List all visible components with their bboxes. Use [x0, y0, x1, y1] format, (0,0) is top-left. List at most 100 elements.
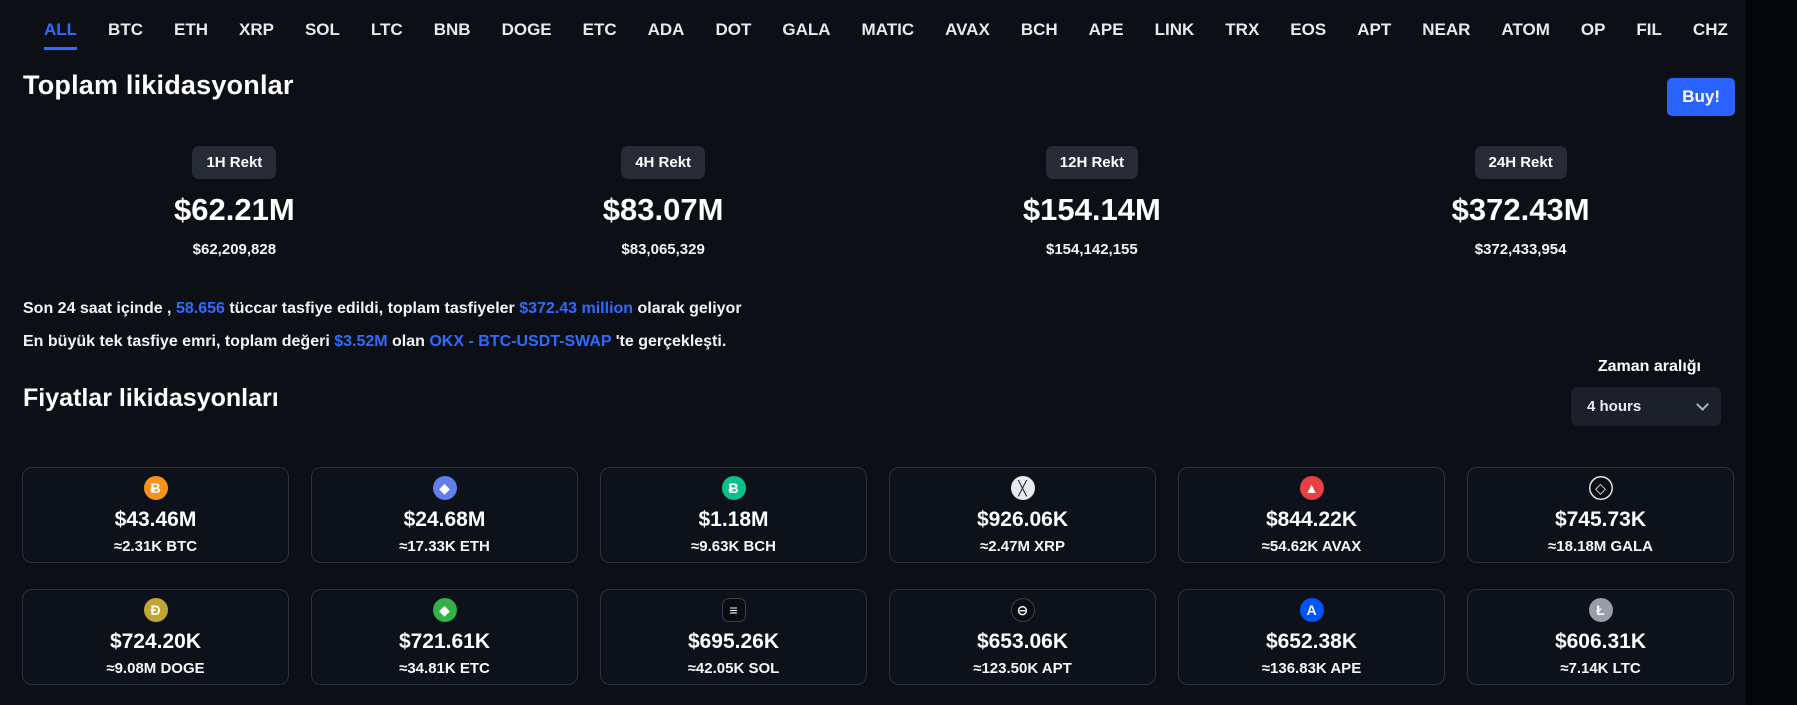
- total-liquidation-column: 12H Rekt $154.14M $154,142,155: [878, 146, 1307, 258]
- summary-line-2: En büyük tek tasfiye emri, toplam değeri…: [23, 325, 1735, 358]
- coin-liquidation-card[interactable]: Ƀ $1.18M ≈9.63K BCH: [600, 467, 867, 563]
- time-range-value: 4 hours: [1587, 398, 1642, 415]
- xrp-icon: ╳: [1010, 475, 1035, 500]
- nav-coin-item[interactable]: SOL: [304, 20, 340, 39]
- rekt-value: $372.43M: [1451, 192, 1590, 227]
- coin-liquidation-amount: ≈9.63K BCH: [691, 537, 776, 555]
- coin-liquidation-amount: ≈123.50K APT: [973, 659, 1072, 677]
- coin-liquidation-value: $844.22K: [1265, 507, 1358, 531]
- coin-liquidation-amount: ≈136.83K APE: [1261, 659, 1362, 677]
- coin-liquidation-value: $43.46M: [114, 507, 197, 531]
- nav-coin-item[interactable]: NEAR: [1422, 20, 1471, 39]
- section-title: Fiyatlar likidasyonları: [23, 384, 279, 412]
- nav-coin-item[interactable]: BCH: [1020, 20, 1058, 39]
- ltc-icon: Ł: [1588, 597, 1613, 622]
- time-range-control: Zaman aralığı 4 hours: [1551, 358, 1721, 426]
- gala-icon: ◇: [1588, 475, 1613, 500]
- summary-text: $3.52M: [334, 333, 388, 350]
- coin-liquidation-amount: ≈17.33K ETH: [399, 537, 490, 555]
- coin-liquidation-card[interactable]: ◇ $745.73K ≈18.18M GALA: [1467, 467, 1734, 563]
- nav-coin-item[interactable]: ETH: [174, 20, 208, 39]
- coin-liquidation-card[interactable]: ◆ $24.68M ≈17.33K ETH: [311, 467, 578, 563]
- total-liquidation-column: 24H Rekt $372.43M $372,433,954: [1306, 146, 1735, 258]
- nav-coin-item[interactable]: AVAX: [945, 20, 990, 39]
- nav-coin-item[interactable]: XRP: [239, 20, 274, 39]
- btc-icon: Ƀ: [143, 475, 168, 500]
- nav-coin-item[interactable]: GALA: [782, 20, 831, 39]
- avax-icon: ▲: [1299, 475, 1324, 500]
- nav-coin-item[interactable]: BNB: [433, 20, 471, 39]
- nav-coin-item[interactable]: DOT: [715, 20, 752, 39]
- rekt-exact-value: $372,433,954: [1474, 241, 1567, 258]
- time-range-select[interactable]: 4 hours: [1571, 387, 1721, 426]
- summary-text: $372.43 million: [519, 300, 634, 317]
- total-liquidation-column: 4H Rekt $83.07M $83,065,329: [449, 146, 878, 258]
- coin-liquidation-value: $606.31K: [1554, 629, 1647, 653]
- coin-liquidation-card[interactable]: ◆ $721.61K ≈34.81K ETC: [311, 589, 578, 685]
- coin-liquidation-card[interactable]: Ł $606.31K ≈7.14K LTC: [1467, 589, 1734, 685]
- coin-liquidation-value: $695.26K: [687, 629, 780, 653]
- nav-coin-item[interactable]: OP: [1580, 20, 1606, 39]
- coin-liquidation-card[interactable]: Ƀ $43.46M ≈2.31K BTC: [22, 467, 289, 563]
- coin-liquidation-value: $24.68M: [403, 507, 486, 531]
- nav-coin-item[interactable]: ALL: [44, 20, 78, 50]
- coin-nav: ALL BTC ETH XRP SOL LTC BNB DOGE ETC ADA…: [0, 0, 1797, 50]
- coin-liquidation-value: $1.18M: [698, 507, 769, 531]
- chevron-down-icon: [1696, 398, 1709, 411]
- coin-liquidation-value: $745.73K: [1554, 507, 1647, 531]
- nav-coin-item[interactable]: ETC: [582, 20, 617, 39]
- nav-coin-item[interactable]: FIL: [1636, 20, 1662, 39]
- coin-liquidation-card[interactable]: Đ $724.20K ≈9.08M DOGE: [22, 589, 289, 685]
- coin-liquidation-amount: ≈2.31K BTC: [113, 537, 198, 555]
- coin-liquidation-card[interactable]: ≡ $695.26K ≈42.05K SOL: [600, 589, 867, 685]
- rekt-value: $83.07M: [602, 192, 724, 227]
- coin-liquidation-grid: Ƀ $43.46M ≈2.31K BTC ◆ $24.68M ≈17.33K E…: [22, 467, 1734, 685]
- price-liquidations-header: Fiyatlar likidasyonları: [0, 384, 1797, 413]
- coin-liquidation-card[interactable]: A $652.38K ≈136.83K APE: [1178, 589, 1445, 685]
- buy-button[interactable]: Buy!: [1667, 78, 1735, 116]
- coin-liquidation-value: $926.06K: [976, 507, 1069, 531]
- nav-coin-item[interactable]: APE: [1088, 20, 1124, 39]
- summary-text: 'te gerçekleşti.: [611, 333, 727, 350]
- nav-coin-item[interactable]: ATOM: [1501, 20, 1550, 39]
- sol-icon: ≡: [721, 597, 746, 622]
- summary-text: En büyük tek tasfiye emri, toplam değeri: [23, 333, 335, 350]
- coin-liquidation-amount: ≈54.62K AVAX: [1261, 537, 1362, 555]
- page-header: Toplam likidasyonlar Buy!: [23, 70, 1735, 116]
- coin-liquidation-amount: ≈34.81K ETC: [399, 659, 490, 677]
- summary-text: OKX - BTC-USDT-SWAP: [429, 333, 612, 350]
- summary-line-1: Son 24 saat içinde , 58.656 tüccar tasfi…: [23, 292, 1735, 325]
- nav-coin-item[interactable]: LINK: [1154, 20, 1195, 39]
- rekt-exact-value: $62,209,828: [192, 241, 277, 258]
- page-title: Toplam likidasyonlar: [23, 70, 294, 100]
- total-liquidations: 1H Rekt $62.21M $62,209,828 4H Rekt $83.…: [20, 146, 1735, 258]
- summary-text: olan: [387, 333, 430, 350]
- rekt-period-badge: 12H Rekt: [1045, 146, 1138, 179]
- nav-coin-item[interactable]: BTC: [108, 20, 143, 39]
- coin-liquidation-card[interactable]: ▲ $844.22K ≈54.62K AVAX: [1178, 467, 1445, 563]
- ape-icon: A: [1299, 597, 1324, 622]
- nav-coin-item[interactable]: APT: [1357, 20, 1392, 39]
- coin-liquidation-value: $652.38K: [1265, 629, 1358, 653]
- nav-coin-item[interactable]: ADA: [647, 20, 685, 39]
- coin-liquidation-amount: ≈9.08M DOGE: [106, 659, 205, 677]
- nav-coin-item[interactable]: MATIC: [861, 20, 915, 39]
- coin-liquidation-value: $721.61K: [398, 629, 491, 653]
- rekt-value: $62.21M: [174, 192, 295, 227]
- coin-liquidation-card[interactable]: ╳ $926.06K ≈2.47M XRP: [889, 467, 1156, 563]
- apt-icon: ⊖: [1010, 597, 1035, 622]
- coin-liquidation-amount: ≈42.05K SOL: [687, 659, 780, 677]
- nav-coin-item[interactable]: TRX: [1225, 20, 1260, 39]
- total-liquidation-column: 1H Rekt $62.21M $62,209,828: [20, 146, 449, 258]
- nav-coin-item[interactable]: CHZ: [1692, 20, 1728, 39]
- nav-coin-item[interactable]: EOS: [1290, 20, 1327, 39]
- rekt-period-badge: 4H Rekt: [621, 146, 706, 179]
- page-edge: [1746, 0, 1797, 705]
- nav-coin-item[interactable]: LTC: [370, 20, 403, 39]
- eth-icon: ◆: [432, 475, 457, 500]
- rekt-period-badge: 24H Rekt: [1474, 146, 1567, 179]
- nav-coin-item[interactable]: DOGE: [501, 20, 552, 39]
- summary-text: olarak geliyor: [633, 300, 742, 317]
- liquidation-summary: Son 24 saat içinde , 58.656 tüccar tasfi…: [23, 292, 1735, 358]
- coin-liquidation-card[interactable]: ⊖ $653.06K ≈123.50K APT: [889, 589, 1156, 685]
